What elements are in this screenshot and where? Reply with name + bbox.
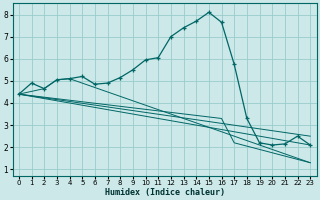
X-axis label: Humidex (Indice chaleur): Humidex (Indice chaleur): [105, 188, 225, 197]
